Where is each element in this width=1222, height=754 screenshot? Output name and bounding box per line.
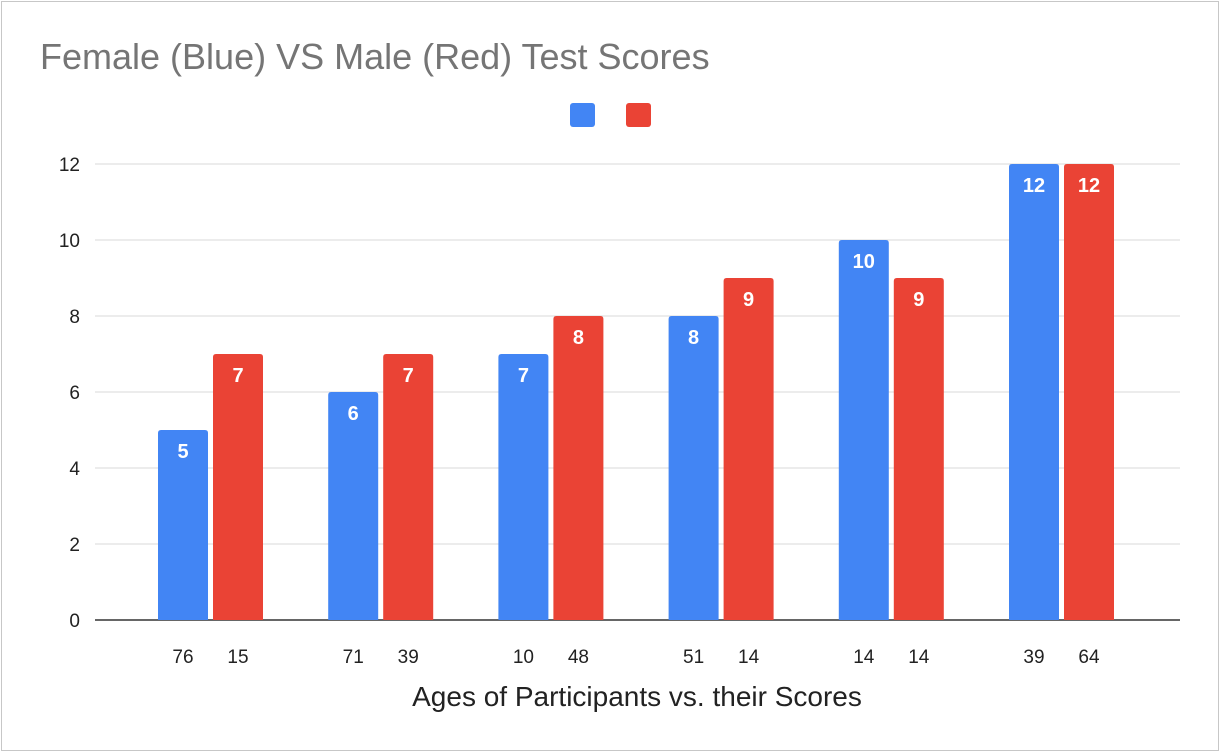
bar-group-item: 8 — [668, 316, 719, 620]
bar-group-item: 8 — [553, 316, 604, 620]
x-axis-ticks: 76 15 71 39 10 48 51 14 14 14 39 64 — [172, 647, 1100, 668]
x-tick-label: 64 — [1078, 647, 1100, 668]
chart-title: Female (Blue) VS Male (Red) Test Scores — [40, 36, 710, 77]
x-tick-label: 71 — [343, 647, 364, 668]
bar — [213, 354, 263, 620]
x-tick-label: 15 — [227, 647, 248, 668]
bar-data-label: 12 — [1023, 175, 1045, 197]
bar-group-item: 5 — [158, 430, 208, 620]
x-tick-label: 14 — [908, 647, 930, 668]
y-tick-label: 6 — [69, 383, 80, 404]
bar-data-label: 6 — [348, 403, 359, 425]
bar-data-label: 7 — [232, 365, 243, 387]
y-tick-label: 10 — [59, 231, 80, 252]
x-axis-label: Ages of Participants vs. their Scores — [412, 681, 862, 712]
x-tick-label: 14 — [853, 647, 875, 668]
x-tick-label: 39 — [398, 647, 419, 668]
bar — [328, 392, 379, 620]
y-tick-label: 0 — [69, 611, 80, 632]
bar-data-label: 9 — [913, 289, 924, 311]
bars: 5 7 6 7 7 8 8 9 10 9 12 12 — [158, 164, 1114, 620]
y-tick-label: 8 — [69, 307, 80, 328]
bar-data-label: 8 — [573, 327, 584, 349]
bar-group-item: 9 — [893, 278, 944, 620]
bar-group-item: 12 — [1064, 164, 1114, 620]
bar — [668, 316, 719, 620]
bar — [158, 430, 208, 620]
bar — [893, 278, 944, 620]
y-tick-label: 4 — [69, 459, 80, 480]
legend — [570, 103, 651, 127]
x-tick-label: 76 — [172, 647, 193, 668]
bar — [498, 354, 549, 620]
x-tick-label: 48 — [568, 647, 589, 668]
gridlines — [95, 163, 1180, 621]
x-tick-label: 39 — [1023, 647, 1044, 668]
bar-group-item: 6 — [328, 392, 379, 620]
bar-group-item: 7 — [213, 354, 263, 620]
y-tick-label: 12 — [59, 155, 80, 176]
x-tick-label: 14 — [738, 647, 760, 668]
bar-data-label: 9 — [743, 289, 754, 311]
bar-data-label: 10 — [853, 251, 875, 273]
bar — [383, 354, 434, 620]
bar — [1064, 164, 1114, 620]
y-tick-label: 2 — [69, 535, 80, 556]
y-axis-ticks: 0 2 4 6 8 10 12 — [59, 155, 81, 632]
x-tick-label: 51 — [683, 647, 704, 668]
bar-group-item: 9 — [723, 278, 774, 620]
bar-data-label: 7 — [403, 365, 414, 387]
bar-group-item: 7 — [383, 354, 434, 620]
bar — [723, 278, 774, 620]
bar-data-label: 8 — [688, 327, 699, 349]
bar — [553, 316, 604, 620]
bar-data-label: 5 — [177, 441, 188, 463]
legend-swatch-1 — [570, 103, 595, 127]
bar-group-item: 10 — [838, 240, 889, 620]
bar-data-label: 12 — [1078, 175, 1100, 197]
bar-data-label: 7 — [518, 365, 529, 387]
bar-group-item: 7 — [498, 354, 549, 620]
legend-swatch-2 — [626, 103, 651, 127]
bar-group-item: 12 — [1009, 164, 1059, 620]
bar — [1009, 164, 1059, 620]
x-tick-label: 10 — [513, 647, 534, 668]
bar — [838, 240, 889, 620]
